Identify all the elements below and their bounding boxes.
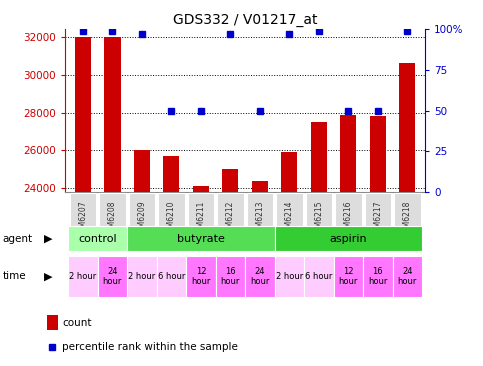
Text: 24
hour: 24 hour xyxy=(398,266,417,286)
FancyBboxPatch shape xyxy=(68,256,98,297)
Text: 12
hour: 12 hour xyxy=(191,266,211,286)
FancyBboxPatch shape xyxy=(276,193,303,244)
Bar xyxy=(104,37,120,192)
FancyBboxPatch shape xyxy=(186,256,215,297)
FancyBboxPatch shape xyxy=(394,193,421,244)
Bar xyxy=(193,186,209,192)
Text: GSM6214: GSM6214 xyxy=(285,201,294,237)
Text: GSM6211: GSM6211 xyxy=(197,201,205,237)
FancyBboxPatch shape xyxy=(99,193,126,244)
Text: percentile rank within the sample: percentile rank within the sample xyxy=(62,343,238,352)
Text: GSM6215: GSM6215 xyxy=(314,201,323,237)
Text: 2 hour: 2 hour xyxy=(128,272,156,281)
Text: control: control xyxy=(78,234,117,244)
FancyBboxPatch shape xyxy=(98,256,127,297)
Bar xyxy=(370,116,386,192)
Text: butyrate: butyrate xyxy=(177,234,225,244)
Text: count: count xyxy=(62,318,91,328)
Title: GDS332 / V01217_at: GDS332 / V01217_at xyxy=(173,13,317,27)
Text: 24
hour: 24 hour xyxy=(103,266,122,286)
Text: ▶: ▶ xyxy=(44,271,53,281)
Text: time: time xyxy=(2,271,26,281)
FancyBboxPatch shape xyxy=(127,256,156,297)
FancyBboxPatch shape xyxy=(128,193,155,244)
Bar xyxy=(163,156,180,192)
Bar xyxy=(399,63,415,192)
Text: GSM6209: GSM6209 xyxy=(137,200,146,237)
Text: GSM6218: GSM6218 xyxy=(403,201,412,237)
Text: GSM6213: GSM6213 xyxy=(256,201,264,237)
Bar xyxy=(281,152,298,192)
FancyBboxPatch shape xyxy=(127,227,275,251)
FancyBboxPatch shape xyxy=(156,256,186,297)
Text: aspirin: aspirin xyxy=(329,234,367,244)
Text: ▶: ▶ xyxy=(44,234,53,244)
Bar xyxy=(134,150,150,192)
FancyBboxPatch shape xyxy=(363,256,393,297)
FancyBboxPatch shape xyxy=(215,256,245,297)
Text: 6 hour: 6 hour xyxy=(157,272,185,281)
FancyBboxPatch shape xyxy=(217,193,243,244)
Text: GSM6210: GSM6210 xyxy=(167,201,176,237)
Bar xyxy=(340,115,356,192)
Text: GSM6212: GSM6212 xyxy=(226,201,235,237)
FancyBboxPatch shape xyxy=(187,193,214,244)
Bar xyxy=(311,122,327,192)
Text: 12
hour: 12 hour xyxy=(339,266,358,286)
FancyBboxPatch shape xyxy=(245,256,275,297)
FancyBboxPatch shape xyxy=(334,256,363,297)
Text: agent: agent xyxy=(2,234,32,244)
FancyBboxPatch shape xyxy=(304,256,334,297)
FancyBboxPatch shape xyxy=(306,193,332,244)
Bar xyxy=(75,37,91,192)
Text: 2 hour: 2 hour xyxy=(69,272,97,281)
Text: 16
hour: 16 hour xyxy=(368,266,387,286)
FancyBboxPatch shape xyxy=(70,193,96,244)
Text: 24
hour: 24 hour xyxy=(250,266,270,286)
Bar xyxy=(222,169,239,192)
FancyBboxPatch shape xyxy=(68,227,127,251)
Text: GSM6207: GSM6207 xyxy=(78,200,87,237)
Bar xyxy=(47,315,58,330)
Text: GSM6216: GSM6216 xyxy=(344,201,353,237)
FancyBboxPatch shape xyxy=(275,227,422,251)
FancyBboxPatch shape xyxy=(158,193,185,244)
Text: 6 hour: 6 hour xyxy=(305,272,333,281)
FancyBboxPatch shape xyxy=(393,256,422,297)
Text: GSM6208: GSM6208 xyxy=(108,201,117,237)
Text: 16
hour: 16 hour xyxy=(221,266,240,286)
Text: 2 hour: 2 hour xyxy=(276,272,303,281)
FancyBboxPatch shape xyxy=(275,256,304,297)
FancyBboxPatch shape xyxy=(247,193,273,244)
Bar xyxy=(252,181,268,192)
FancyBboxPatch shape xyxy=(335,193,362,244)
FancyBboxPatch shape xyxy=(365,193,391,244)
Text: GSM6217: GSM6217 xyxy=(373,201,383,237)
